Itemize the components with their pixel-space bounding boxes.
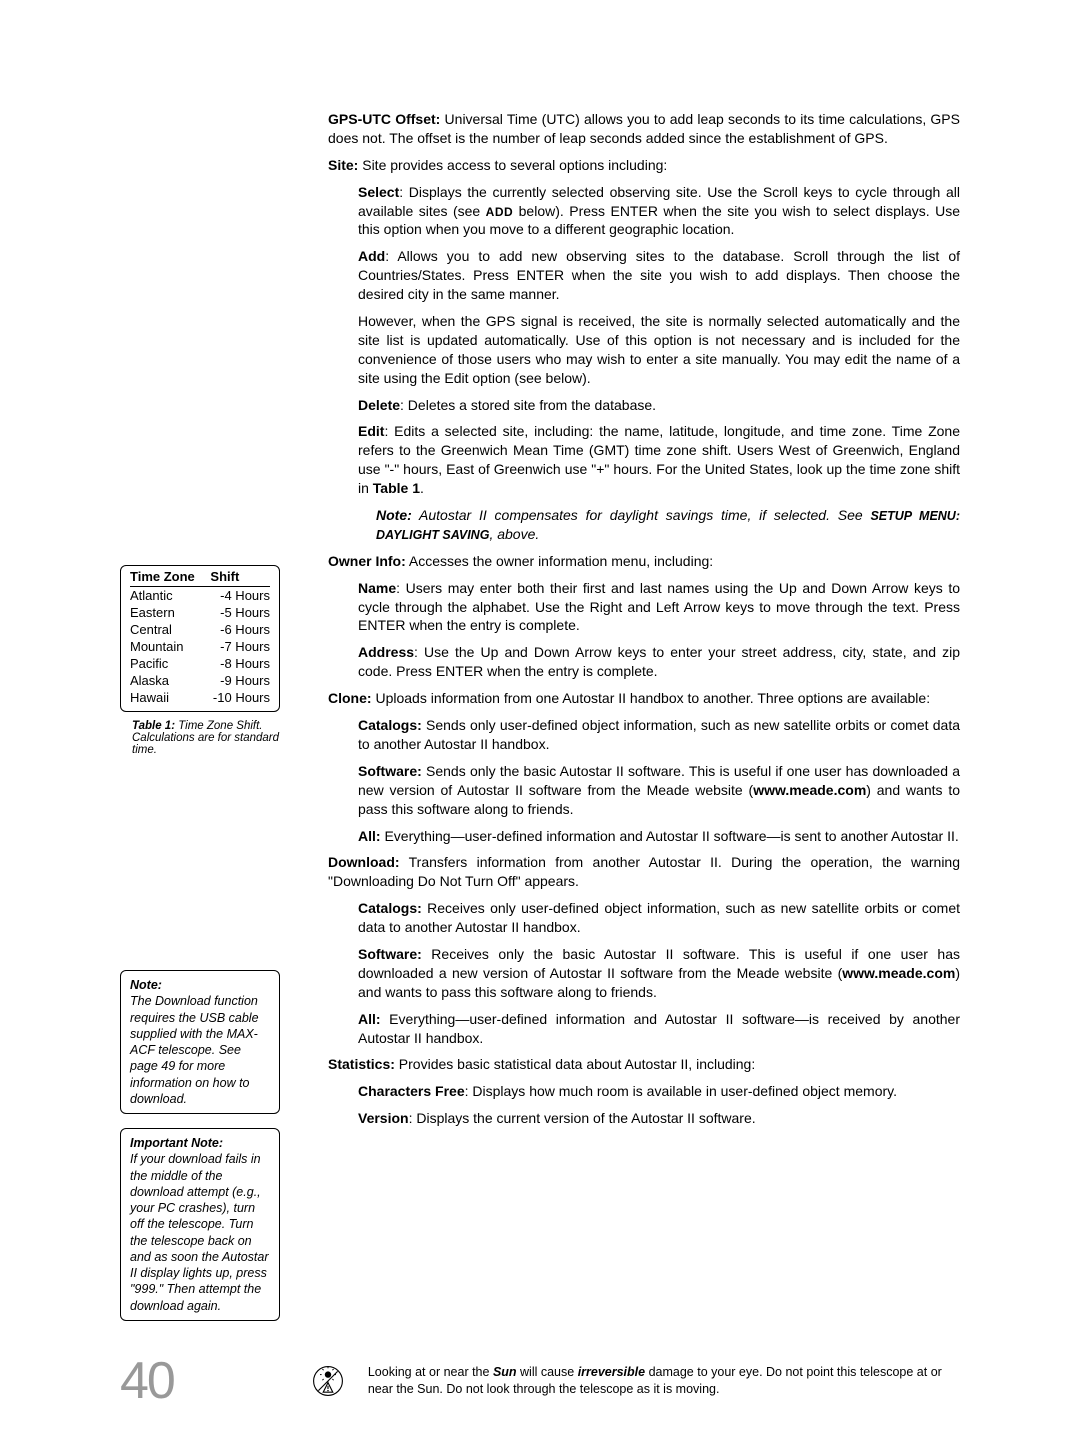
owner-info-paragraph: Owner Info: Accesses the owner informati… <box>328 552 960 571</box>
note-body: The Download function requires the USB c… <box>130 994 259 1106</box>
document-page: Time Zone Shift Atlantic-4 Hours Eastern… <box>0 0 1080 1431</box>
important-note-box: Important Note: If your download fails i… <box>120 1128 280 1321</box>
edit-paragraph: Edit: Edits a selected site, including: … <box>328 422 960 498</box>
main-text-column: GPS-UTC Offset: Universal Time (UTC) all… <box>328 110 960 1321</box>
download-paragraph: Download: Transfers information from ano… <box>328 853 960 891</box>
clone-catalogs-paragraph: Catalogs: Sends only user-defined object… <box>328 716 960 754</box>
delete-paragraph: Delete: Deletes a stored site from the d… <box>328 396 960 415</box>
daylight-note: Note: Autostar II compensates for daylig… <box>328 506 960 544</box>
characters-free-paragraph: Characters Free: Displays how much room … <box>328 1082 960 1101</box>
table-row: Eastern-5 Hours <box>130 604 270 621</box>
table-header-shift: Shift <box>204 567 270 587</box>
site-paragraph: Site: Site provides access to several op… <box>328 156 960 175</box>
note-heading: Note: <box>130 978 162 992</box>
add-paragraph: Add: Allows you to add new observing sit… <box>328 247 960 304</box>
page-number: 40 <box>120 1351 174 1411</box>
table-header-zone: Time Zone <box>130 567 204 587</box>
clone-all-paragraph: All: Everything—user-defined information… <box>328 827 960 846</box>
table-row: Mountain-7 Hours <box>130 638 270 655</box>
two-column-layout: Time Zone Shift Atlantic-4 Hours Eastern… <box>120 110 960 1321</box>
sun-warning-text: Looking at or near the Sun will cause ir… <box>368 1364 960 1398</box>
clone-paragraph: Clone: Uploads information from one Auto… <box>328 689 960 708</box>
timezone-table: Time Zone Shift Atlantic-4 Hours Eastern… <box>120 565 280 712</box>
address-paragraph: Address: Use the Up and Down Arrow keys … <box>328 643 960 681</box>
download-note-box: Note: The Download function requires the… <box>120 970 280 1114</box>
table-row: Alaska-9 Hours <box>130 672 270 689</box>
version-paragraph: Version: Displays the current version of… <box>328 1109 960 1128</box>
select-paragraph: Select: Displays the currently selected … <box>328 183 960 240</box>
note-body: If your download fails in the middle of … <box>130 1152 269 1312</box>
download-software-paragraph: Software: Receives only the basic Autost… <box>328 945 960 1002</box>
table-caption: Table 1: Time Zone Shift. Calculations a… <box>132 720 292 756</box>
note-heading: Important Note: <box>130 1136 223 1150</box>
clone-software-paragraph: Software: Sends only the basic Autostar … <box>328 762 960 819</box>
sidebar-column: Time Zone Shift Atlantic-4 Hours Eastern… <box>120 110 310 1321</box>
table-row: Central-6 Hours <box>130 621 270 638</box>
download-all-paragraph: All: Everything—user-defined information… <box>328 1010 960 1048</box>
sun-warning-icon <box>312 1365 344 1397</box>
statistics-paragraph: Statistics: Provides basic statistical d… <box>328 1055 960 1074</box>
name-paragraph: Name: Users may enter both their first a… <box>328 579 960 636</box>
table-row: Hawaii-10 Hours <box>130 689 270 706</box>
gps-utc-paragraph: GPS-UTC Offset: Universal Time (UTC) all… <box>328 110 960 148</box>
table-row: Pacific-8 Hours <box>130 655 270 672</box>
download-catalogs-paragraph: Catalogs: Receives only user-defined obj… <box>328 899 960 937</box>
table-row: Atlantic-4 Hours <box>130 587 270 605</box>
add-gps-paragraph: However, when the GPS signal is received… <box>328 312 960 388</box>
page-footer: 40 <box>120 1351 960 1411</box>
